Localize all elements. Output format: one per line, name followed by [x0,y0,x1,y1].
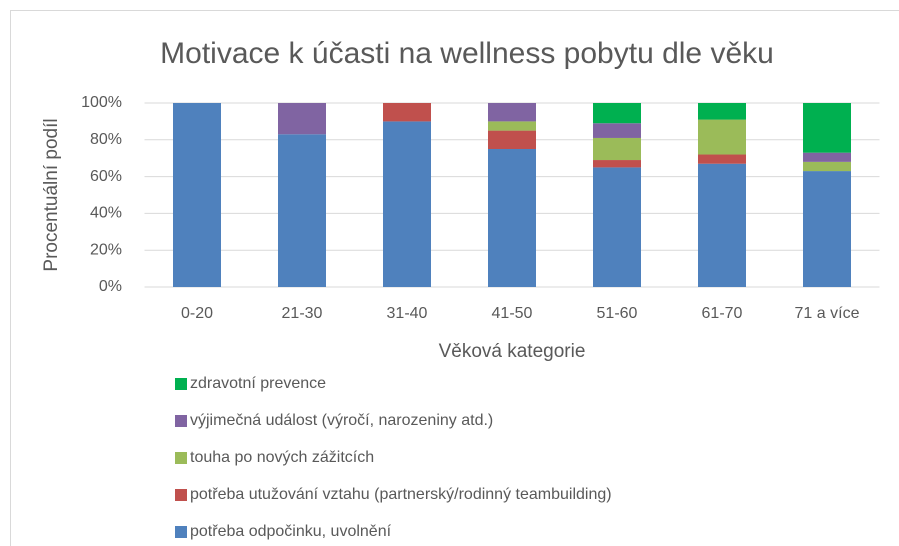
legend-swatch [175,489,187,501]
bar-segment [698,154,746,164]
legend-label: zdravotní prevence [190,375,326,392]
bar-segment [488,149,536,287]
bar-segment [593,137,641,161]
legend-label: touha po nových zážitcích [190,449,374,466]
x-tick-label: 61-70 [702,305,743,322]
bar-segment [803,152,851,162]
legend-swatch [175,526,187,538]
bar-segment [383,121,431,288]
bar-segment [488,103,536,122]
bar-segment [803,171,851,287]
bar-segment [593,167,641,287]
bar-segment [383,103,431,122]
y-tick-label: 0% [99,278,122,295]
bar-segment [173,103,221,287]
bar-segment [278,103,326,135]
x-tick-label: 21-30 [282,305,323,322]
bar-segment [803,161,851,172]
x-tick-label: 71 a více [795,305,860,322]
bar-segment [593,123,641,138]
bar-segment [698,163,746,287]
chart-frame [10,10,899,546]
bar-segment [593,103,641,124]
y-tick-label: 100% [81,94,122,111]
bar-segment [488,121,536,131]
legend-swatch [175,452,187,464]
x-axis-title: Věková kategorie [439,341,586,362]
y-tick-label: 40% [90,205,122,222]
bar-segment [698,103,746,120]
legend-label: potřeba odpočinku, uvolnění [190,523,392,540]
x-tick-label: 0-20 [181,305,213,322]
x-tick-label: 41-50 [492,305,533,322]
y-tick-label: 20% [90,241,122,258]
bar-segment [278,134,326,287]
x-tick-label: 51-60 [597,305,638,322]
y-tick-label: 60% [90,168,122,185]
bar-segment [488,130,536,149]
bar-segment [698,119,746,155]
legend-swatch [175,415,187,427]
y-axis-title: Procentuální podíl [41,118,62,271]
bar-segment [803,103,851,153]
y-tick-label: 80% [90,131,122,148]
legend-label: výjimečná událost (výročí, narozeniny at… [190,412,493,429]
legend-swatch [175,378,187,390]
chart-title: Motivace k účasti na wellness pobytu dle… [160,37,774,70]
x-tick-label: 31-40 [387,305,428,322]
bar-segment [593,160,641,168]
legend-label: potřeba utužování vztahu (partnerský/rod… [190,486,612,503]
